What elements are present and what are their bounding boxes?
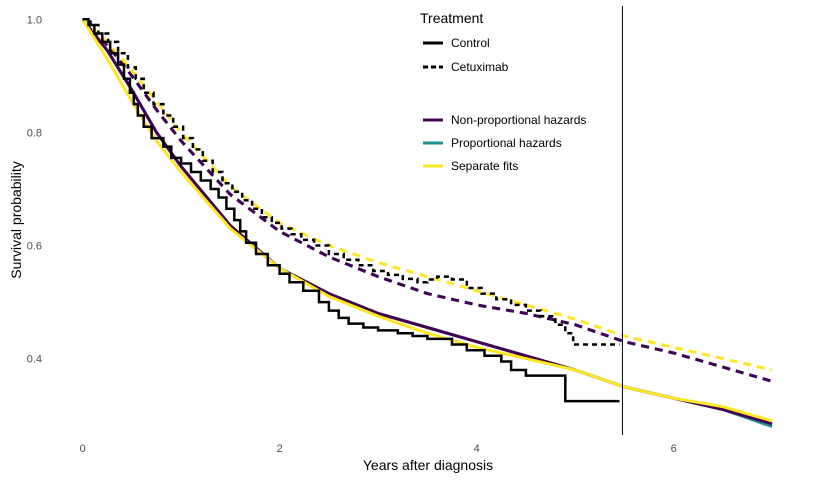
series-line-non-proportional-hazards-cetuximab <box>81 18 773 383</box>
series-step-control <box>82 18 620 403</box>
series-line-separate-fits-control <box>81 18 773 423</box>
y-tick-label: 0.4 <box>27 354 42 366</box>
y-axis-ticks: 0.4 0.6 0.8 1.0 <box>27 14 42 365</box>
legend-title: Treatment <box>420 10 483 26</box>
y-axis-title: Survival probability <box>8 161 24 279</box>
y-tick-label: 0.8 <box>27 127 42 139</box>
x-tick-label: 4 <box>474 443 480 455</box>
y-tick-label: 0.6 <box>27 241 42 253</box>
series-step-cetuximab <box>82 18 620 346</box>
x-tick-label: 2 <box>277 443 283 455</box>
legend-label-non-proportional-hazards: Non-proportional hazards <box>451 113 586 127</box>
x-tick-label: 6 <box>671 443 677 455</box>
x-axis-title: Years after diagnosis <box>363 457 493 473</box>
x-axis-ticks: 0 2 4 6 <box>80 443 677 455</box>
legend-label-control: Control <box>451 36 490 50</box>
legend-label-cetuximab: Cetuximab <box>451 60 509 74</box>
series-line-non-proportional-hazards-control <box>81 18 773 426</box>
legend-label-separate-fits: Separate fits <box>451 159 518 173</box>
legend: Treatment Control Cetuximab Non-proportion… <box>420 10 586 173</box>
series-line-proportional-hazards-control <box>81 18 773 428</box>
x-tick-label: 0 <box>80 443 86 455</box>
plot-lines <box>81 18 773 428</box>
y-tick-label: 1.0 <box>27 14 42 26</box>
legend-label-proportional-hazards: Proportional hazards <box>451 136 562 150</box>
series-line-separate-fits-cetuximab <box>81 18 773 372</box>
